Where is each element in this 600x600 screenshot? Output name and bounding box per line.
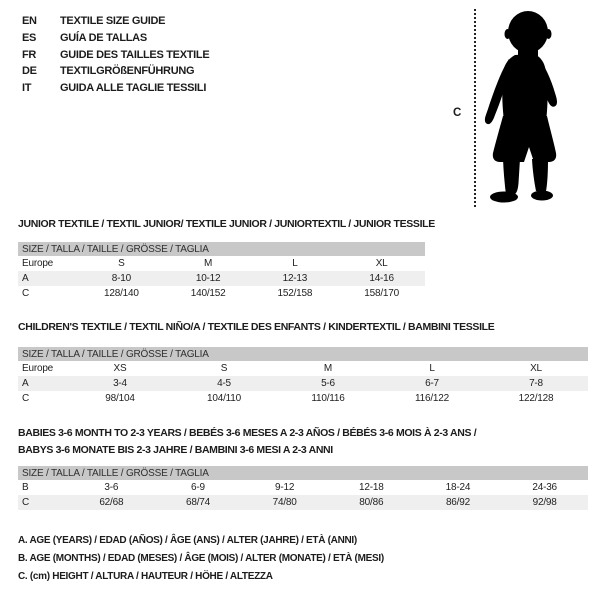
- table-row: B 3-6 6-9 9-12 12-18 18-24 24-36: [18, 480, 588, 495]
- row-label: C: [22, 393, 30, 404]
- language-row: FR GUIDE DES TAILLES TEXTILE: [22, 47, 210, 64]
- table-row: Europe XS S M L XL: [18, 361, 588, 376]
- junior-size-table: SIZE / TALLA / TAILLE / GRÖSSE / TAGLIA …: [18, 242, 425, 301]
- table-cell: 140/152: [190, 288, 226, 299]
- table-cell: 6-7: [425, 378, 439, 389]
- children-section-title: CHILDREN'S TEXTILE / TEXTIL NIÑO/A / TEX…: [18, 321, 495, 333]
- table-cell: XS: [113, 363, 127, 374]
- table-cell: 62/68: [99, 497, 124, 508]
- table-cell: XL: [530, 363, 542, 374]
- language-code: IT: [22, 82, 32, 95]
- size-header: SIZE / TALLA / TAILLE / GRÖSSE / TAGLIA: [18, 242, 425, 256]
- row-label: C: [22, 497, 30, 508]
- row-label: C: [22, 288, 30, 299]
- table-row: Europe S M L XL: [18, 256, 425, 271]
- size-header: SIZE / TALLA / TAILLE / GRÖSSE / TAGLIA: [18, 347, 588, 361]
- language-row: DE TEXTILGRÖßENFÜHRUNG: [22, 63, 209, 80]
- table-cell: 12-13: [282, 273, 308, 284]
- size-header: SIZE / TALLA / TAILLE / GRÖSSE / TAGLIA: [18, 466, 588, 480]
- table-cell: 10-12: [195, 273, 221, 284]
- table-row: C 98/104 104/110 110/116 116/122 122/128: [18, 391, 588, 406]
- children-size-table: SIZE / TALLA / TAILLE / GRÖSSE / TAGLIA …: [18, 347, 588, 406]
- junior-section-title: JUNIOR TEXTILE / TEXTIL JUNIOR/ TEXTILE …: [18, 218, 435, 230]
- legend-notes: A. AGE (YEARS) / EDAD (AÑOS) / ÂGE (ANS)…: [18, 532, 384, 586]
- height-label: C: [453, 107, 462, 119]
- table-row: C 128/140 140/152 152/158 158/170: [18, 286, 425, 301]
- language-row: ES GUÍA DE TALLAS: [22, 30, 209, 47]
- table-cell: 122/128: [518, 393, 554, 404]
- table-cell: 24-36: [532, 482, 557, 493]
- table-cell: 68/74: [185, 497, 210, 508]
- row-label: Europe: [22, 258, 54, 269]
- babies-title-line-1: BABIES 3-6 MONTH TO 2-3 YEARS / BEBÉS 3-…: [18, 427, 477, 439]
- language-code: DE: [22, 65, 37, 78]
- language-row: IT GUIDA ALLE TAGLIE TESSILI: [22, 80, 209, 97]
- language-code: FR: [22, 48, 37, 61]
- language-title: GUIDE DES TAILLES TEXTILE: [60, 48, 210, 61]
- language-title: GUÍA DE TALLAS: [60, 31, 147, 44]
- table-cell: 128/140: [104, 288, 139, 299]
- table-cell: 12-18: [359, 482, 384, 493]
- table-cell: 152/158: [277, 288, 313, 299]
- table-cell: 92/98: [532, 497, 557, 508]
- table-row: C 62/68 68/74 74/80 80/86 86/92 92/98: [18, 495, 588, 510]
- babies-title-line-2: BABYS 3-6 MONATE BIS 2-3 JAHRE / BAMBINI…: [18, 444, 333, 456]
- language-title-list: EN TEXTILE SIZE GUIDE ES GUÍA DE TALLAS …: [22, 13, 210, 97]
- table-cell: M: [323, 363, 333, 374]
- table-cell: 7-8: [529, 378, 543, 389]
- table-cell: L: [429, 363, 435, 374]
- table-cell: 110/116: [311, 393, 345, 404]
- language-title: TEXTILGRÖßENFÜHRUNG: [60, 65, 195, 78]
- table-cell: 98/104: [105, 393, 135, 404]
- language-title: GUIDA ALLE TAGLIE TESSILI: [60, 82, 207, 95]
- babies-section-title: BABIES 3-6 MONTH TO 2-3 YEARS / BEBÉS 3-…: [18, 425, 477, 459]
- table-cell: S: [220, 363, 228, 374]
- table-cell: 3-4: [113, 378, 127, 389]
- table-cell: 9-12: [275, 482, 295, 493]
- table-cell: 4-5: [217, 378, 231, 389]
- table-cell: 80/86: [359, 497, 384, 508]
- table-cell: L: [292, 258, 298, 269]
- table-row: A 8-10 10-12 12-13 14-16: [18, 271, 425, 286]
- table-cell: 5-6: [321, 378, 335, 389]
- table-row: A 3-4 4-5 5-6 6-7 7-8: [18, 376, 588, 391]
- table-cell: 18-24: [445, 482, 471, 493]
- row-label: Europe: [22, 363, 54, 374]
- language-title: TEXTILE SIZE GUIDE: [60, 15, 166, 27]
- row-label: B: [22, 482, 29, 493]
- table-cell: 104/110: [206, 393, 241, 404]
- language-code: ES: [22, 31, 37, 44]
- height-measure-dotted-line: [474, 9, 476, 207]
- table-cell: XL: [375, 258, 388, 269]
- language-row: EN TEXTILE SIZE GUIDE: [22, 13, 209, 30]
- note-line-c: C. (cm) HEIGHT / ALTURA / HAUTEUR / HÖHE…: [18, 571, 273, 582]
- table-cell: S: [118, 258, 125, 269]
- table-cell: 3-6: [104, 482, 119, 493]
- language-code: EN: [22, 15, 37, 27]
- table-cell: 158/170: [364, 288, 399, 299]
- row-label: A: [22, 273, 29, 284]
- row-label: A: [22, 378, 29, 389]
- table-cell: 6-9: [191, 482, 205, 493]
- baby-silhouette-icon: [484, 11, 558, 203]
- table-cell: 116/122: [414, 393, 449, 404]
- table-cell: 8-10: [111, 273, 131, 284]
- babies-size-table: SIZE / TALLA / TAILLE / GRÖSSE / TAGLIA …: [18, 466, 588, 510]
- table-cell: M: [204, 258, 213, 269]
- table-cell: 74/80: [272, 497, 297, 508]
- table-cell: 14-16: [369, 273, 394, 284]
- table-cell: 86/92: [445, 497, 470, 508]
- note-line-b: B. AGE (MONTHS) / EDAD (MESES) / ÂGE (MO…: [18, 553, 384, 564]
- note-line-a: A. AGE (YEARS) / EDAD (AÑOS) / ÂGE (ANS)…: [18, 535, 357, 546]
